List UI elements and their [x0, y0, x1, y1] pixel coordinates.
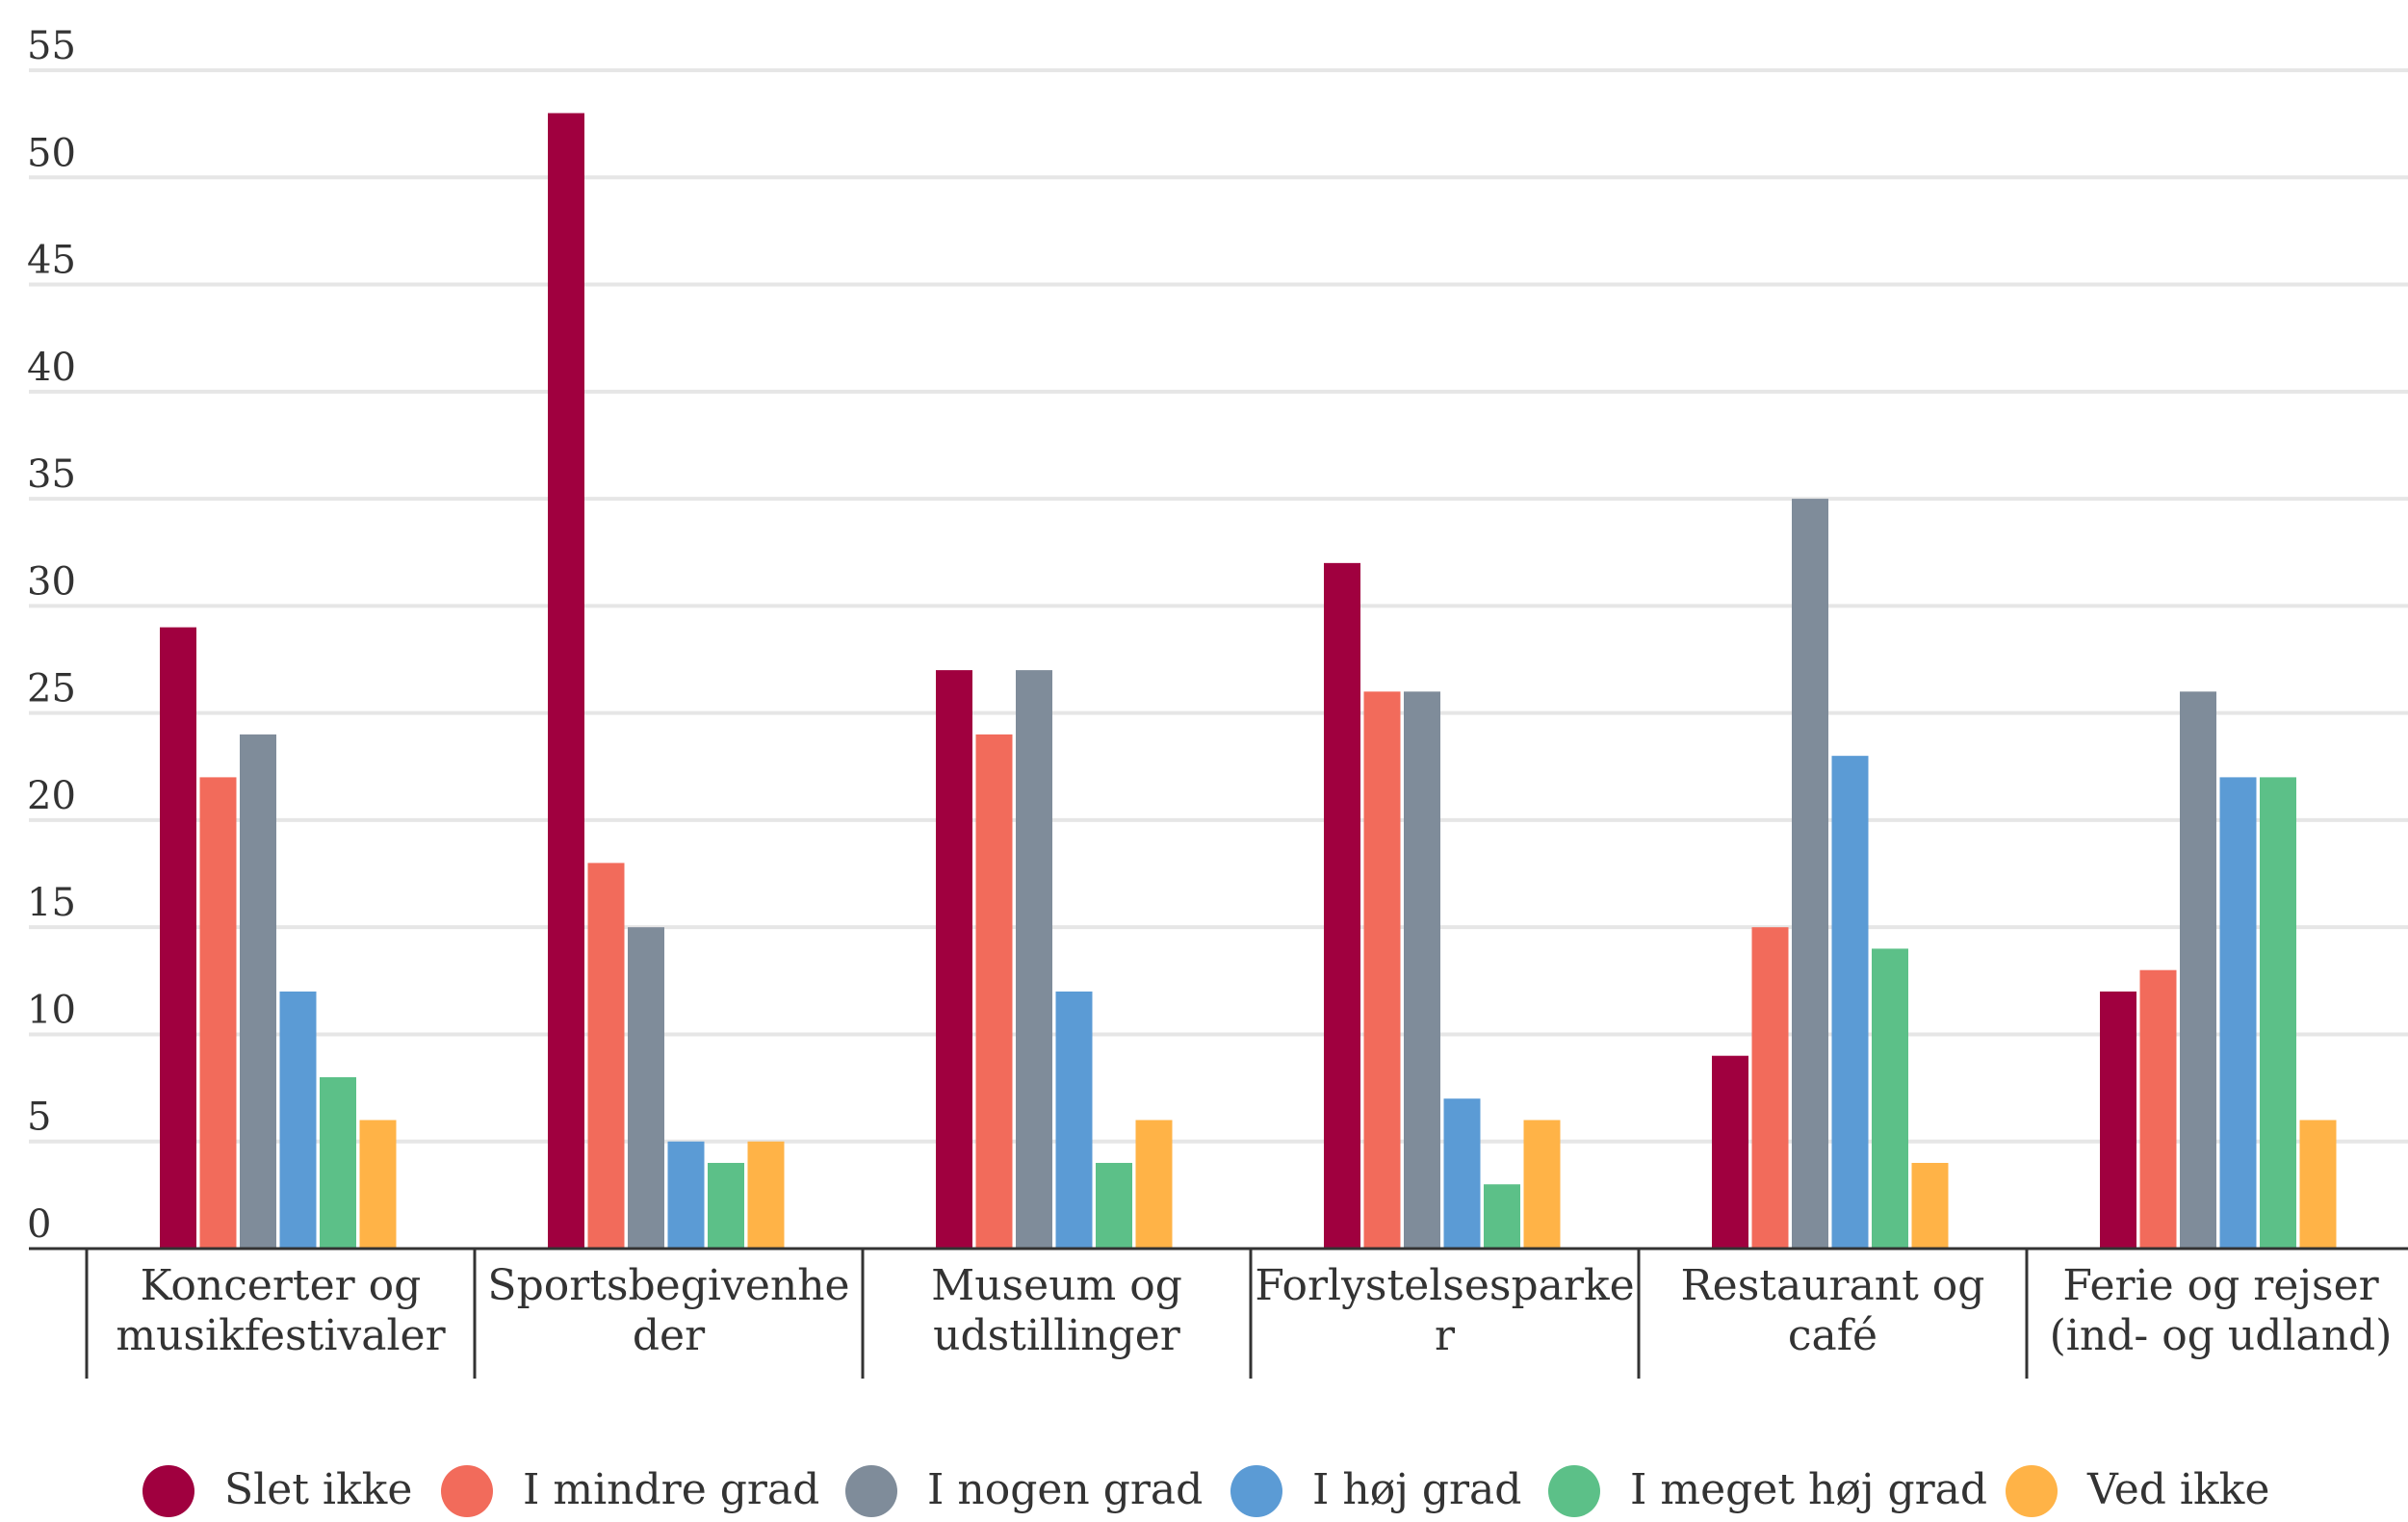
x-tick-label: Ferie og rejser — [2062, 1261, 2379, 1310]
x-tick-label: r — [1435, 1311, 1456, 1360]
bar — [1404, 691, 1440, 1249]
legend-item: I nogen grad — [845, 1465, 1203, 1517]
legend-label: Slet ikke — [224, 1465, 412, 1514]
y-tick-label: 20 — [27, 774, 76, 818]
bar — [320, 1076, 356, 1249]
bar — [1523, 1120, 1561, 1249]
bar — [1751, 927, 1789, 1249]
legend-item: I meget høj grad — [1548, 1465, 1987, 1517]
bar — [359, 1120, 397, 1249]
bars — [160, 113, 2337, 1250]
legend-swatch — [441, 1465, 493, 1517]
y-tick-label: 50 — [27, 131, 76, 175]
y-tick-label: 5 — [27, 1096, 51, 1140]
bar — [2260, 777, 2296, 1249]
x-tick-label: udstillinger — [933, 1311, 1181, 1360]
bar — [2139, 969, 2177, 1249]
y-tick-label: 15 — [27, 881, 76, 925]
bar — [1363, 691, 1401, 1249]
legend-label: I nogen grad — [927, 1465, 1203, 1514]
bar — [199, 777, 237, 1249]
x-tick-label: Forlystelsesparke — [1255, 1261, 1634, 1310]
legend-swatch — [2006, 1465, 2058, 1517]
bar — [548, 113, 584, 1250]
bar — [1443, 1098, 1481, 1249]
y-tick-label: 10 — [27, 988, 76, 1032]
bar — [747, 1141, 785, 1249]
bar — [667, 1141, 705, 1249]
x-tick-label: Koncerter og — [141, 1261, 422, 1310]
grid-lines — [29, 68, 2408, 1144]
bar — [975, 734, 1013, 1249]
legend-swatch — [845, 1465, 897, 1517]
bar — [2100, 991, 2136, 1249]
y-tick-label: 45 — [27, 239, 76, 283]
y-tick-label: 40 — [27, 346, 76, 390]
x-tick-label: Sportsbegivenhe — [487, 1261, 849, 1310]
y-tick-label: 0 — [27, 1202, 51, 1247]
bar — [708, 1162, 744, 1249]
x-tick-label: (ind- og udland) — [2050, 1311, 2393, 1360]
bar — [1135, 1120, 1173, 1249]
bar — [1831, 756, 1869, 1249]
bar — [1055, 991, 1093, 1249]
bar — [587, 863, 625, 1249]
legend-swatch — [142, 1465, 194, 1517]
x-tick-label: café — [1788, 1311, 1877, 1360]
legend-label: I mindre grad — [523, 1465, 819, 1514]
x-tick-label: Museum og — [931, 1261, 1182, 1310]
bar — [1911, 1162, 1949, 1249]
legend-item: I høj grad — [1230, 1465, 1521, 1517]
y-axis-ticks: 0 5 10 15 20 25 30 35 40 45 50 55 — [27, 24, 76, 1247]
legend-label: Ved ikke — [2086, 1465, 2269, 1514]
legend-label: I meget høj grad — [1630, 1465, 1987, 1514]
y-tick-label: 30 — [27, 559, 76, 604]
bar — [936, 670, 972, 1249]
x-tick-label: musikfestivaler — [116, 1311, 446, 1360]
y-tick-label: 35 — [27, 452, 76, 497]
bar — [2180, 691, 2216, 1249]
y-tick-label: 25 — [27, 667, 76, 711]
bar — [2219, 777, 2257, 1249]
x-tick-label: Restaurant og — [1681, 1261, 1985, 1310]
legend-swatch — [1548, 1465, 1600, 1517]
legend-swatch — [1230, 1465, 1282, 1517]
bar — [1016, 670, 1052, 1249]
bar — [160, 627, 196, 1249]
legend-item: Slet ikke — [142, 1465, 412, 1517]
bar — [240, 734, 276, 1249]
legend: Slet ikke I mindre grad I nogen grad I høj … — [142, 1465, 2269, 1517]
bar — [1096, 1162, 1132, 1249]
y-tick-label: 55 — [27, 24, 76, 68]
bar — [1324, 562, 1360, 1249]
legend-item: I mindre grad — [441, 1465, 819, 1517]
bar — [1872, 948, 1908, 1249]
bar — [1712, 1055, 1748, 1249]
bar — [2299, 1120, 2337, 1249]
legend-item: Ved ikke — [2006, 1465, 2269, 1517]
bar — [1792, 499, 1828, 1249]
x-tick-label: der — [633, 1311, 706, 1360]
bar — [279, 991, 317, 1249]
bar — [628, 927, 664, 1249]
bar — [1484, 1184, 1520, 1249]
legend-label: I høj grad — [1312, 1465, 1521, 1514]
